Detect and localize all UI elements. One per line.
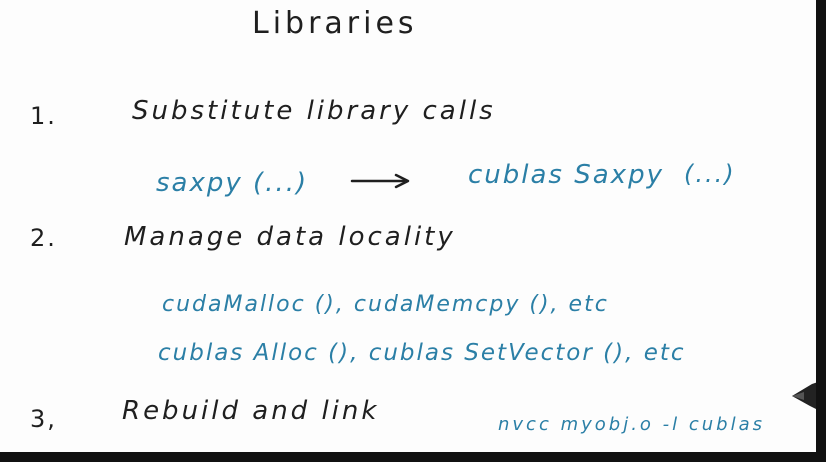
- step-1-detail-args: (...): [684, 160, 736, 188]
- step-1-detail-cublas-saxpy: cublas Saxpy: [468, 160, 664, 190]
- step-2-heading: Manage data locality: [124, 222, 456, 252]
- step-3-heading: Rebuild and link: [122, 396, 380, 426]
- step-3-detail-nvcc: nvcc myobj.o -l cublas: [498, 414, 766, 435]
- page-title: Libraries: [252, 6, 418, 41]
- frame-bottom-edge: [0, 452, 826, 462]
- right-arrow-icon: [350, 173, 410, 189]
- step-2-detail-cublas: cublas Alloc (), cublas SetVector (), et…: [158, 340, 686, 366]
- step-2-detail-cuda: cudaMalloc (), cudaMemcpy (), etc: [162, 292, 609, 317]
- step-1-detail-saxpy: saxpy (...): [156, 168, 309, 198]
- frame-right-edge: [816, 0, 826, 462]
- step-3-number: 3,: [30, 405, 57, 433]
- step-1-heading: Substitute library calls: [132, 96, 496, 126]
- pen-tip-icon: [792, 382, 818, 410]
- step-2-number: 2.: [30, 224, 57, 252]
- step-1-number: 1.: [30, 102, 57, 130]
